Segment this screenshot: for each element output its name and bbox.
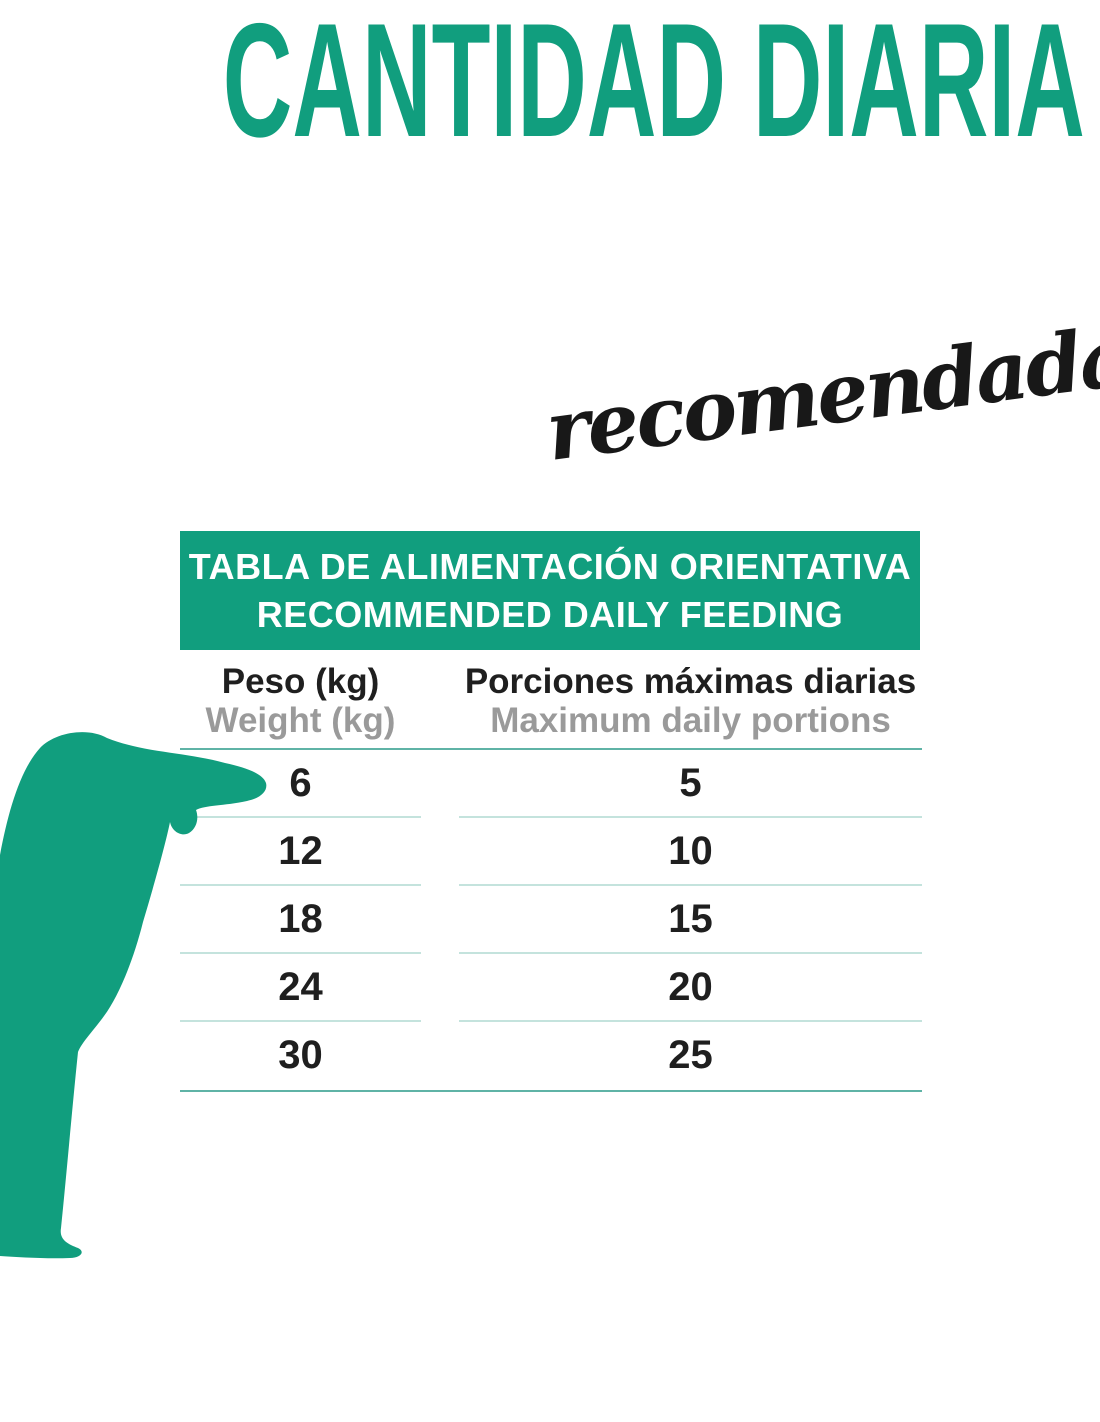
column-header-portions-es: Porciones máximas diarias: [464, 662, 917, 701]
portions-cell: 25: [668, 1033, 713, 1077]
column-header-portions-en: Maximum daily portions: [490, 701, 891, 740]
weight-cell: 6: [180, 750, 421, 818]
weight-cell: 18: [180, 886, 421, 954]
table-row: 6 5: [180, 750, 922, 818]
banner-line-en: RECOMMENDED DAILY FEEDING: [256, 594, 844, 635]
portions-cell: 5: [459, 750, 922, 818]
portions-cell: 15: [459, 886, 922, 954]
portions-cell: 20: [459, 954, 922, 1022]
weight-cell: 24: [180, 954, 421, 1022]
dog-silhouette-path: [0, 732, 267, 1259]
table-row: 24 20: [180, 954, 922, 1022]
column-header-weight: Peso (kg) Weight (kg): [180, 662, 421, 740]
portions-cell: 10: [459, 818, 922, 886]
banner-line-es: TABLA DE ALIMENTACIÓN ORIENTATIVA: [188, 546, 912, 587]
table-bottom-divider: [180, 1090, 922, 1092]
weight-cell: 30: [278, 1033, 323, 1077]
table-row: 18 15: [180, 886, 922, 954]
table-row: 30 25: [180, 1022, 922, 1090]
column-header-weight-en: Weight (kg): [205, 701, 396, 740]
table-row: 12 10: [180, 818, 922, 886]
column-header-weight-es: Peso (kg): [221, 662, 380, 701]
table-header-divider: [180, 748, 922, 750]
dog-silhouette-icon: [0, 732, 267, 1259]
table-header: Peso (kg) Weight (kg) Porciones máximas …: [180, 662, 922, 740]
weight-cell: 12: [180, 818, 421, 886]
table-body: 6 5 12 10 18 15 24 20 30 25: [180, 750, 922, 1090]
table-title-banner: TABLA DE ALIMENTACIÓN ORIENTATIVA RECOMM…: [180, 531, 920, 650]
page-title: CANTIDAD DIARIA: [222, 0, 1085, 171]
column-header-portions: Porciones máximas diarias Maximum daily …: [459, 662, 922, 740]
page-title-script: recomendada: [540, 308, 1100, 480]
